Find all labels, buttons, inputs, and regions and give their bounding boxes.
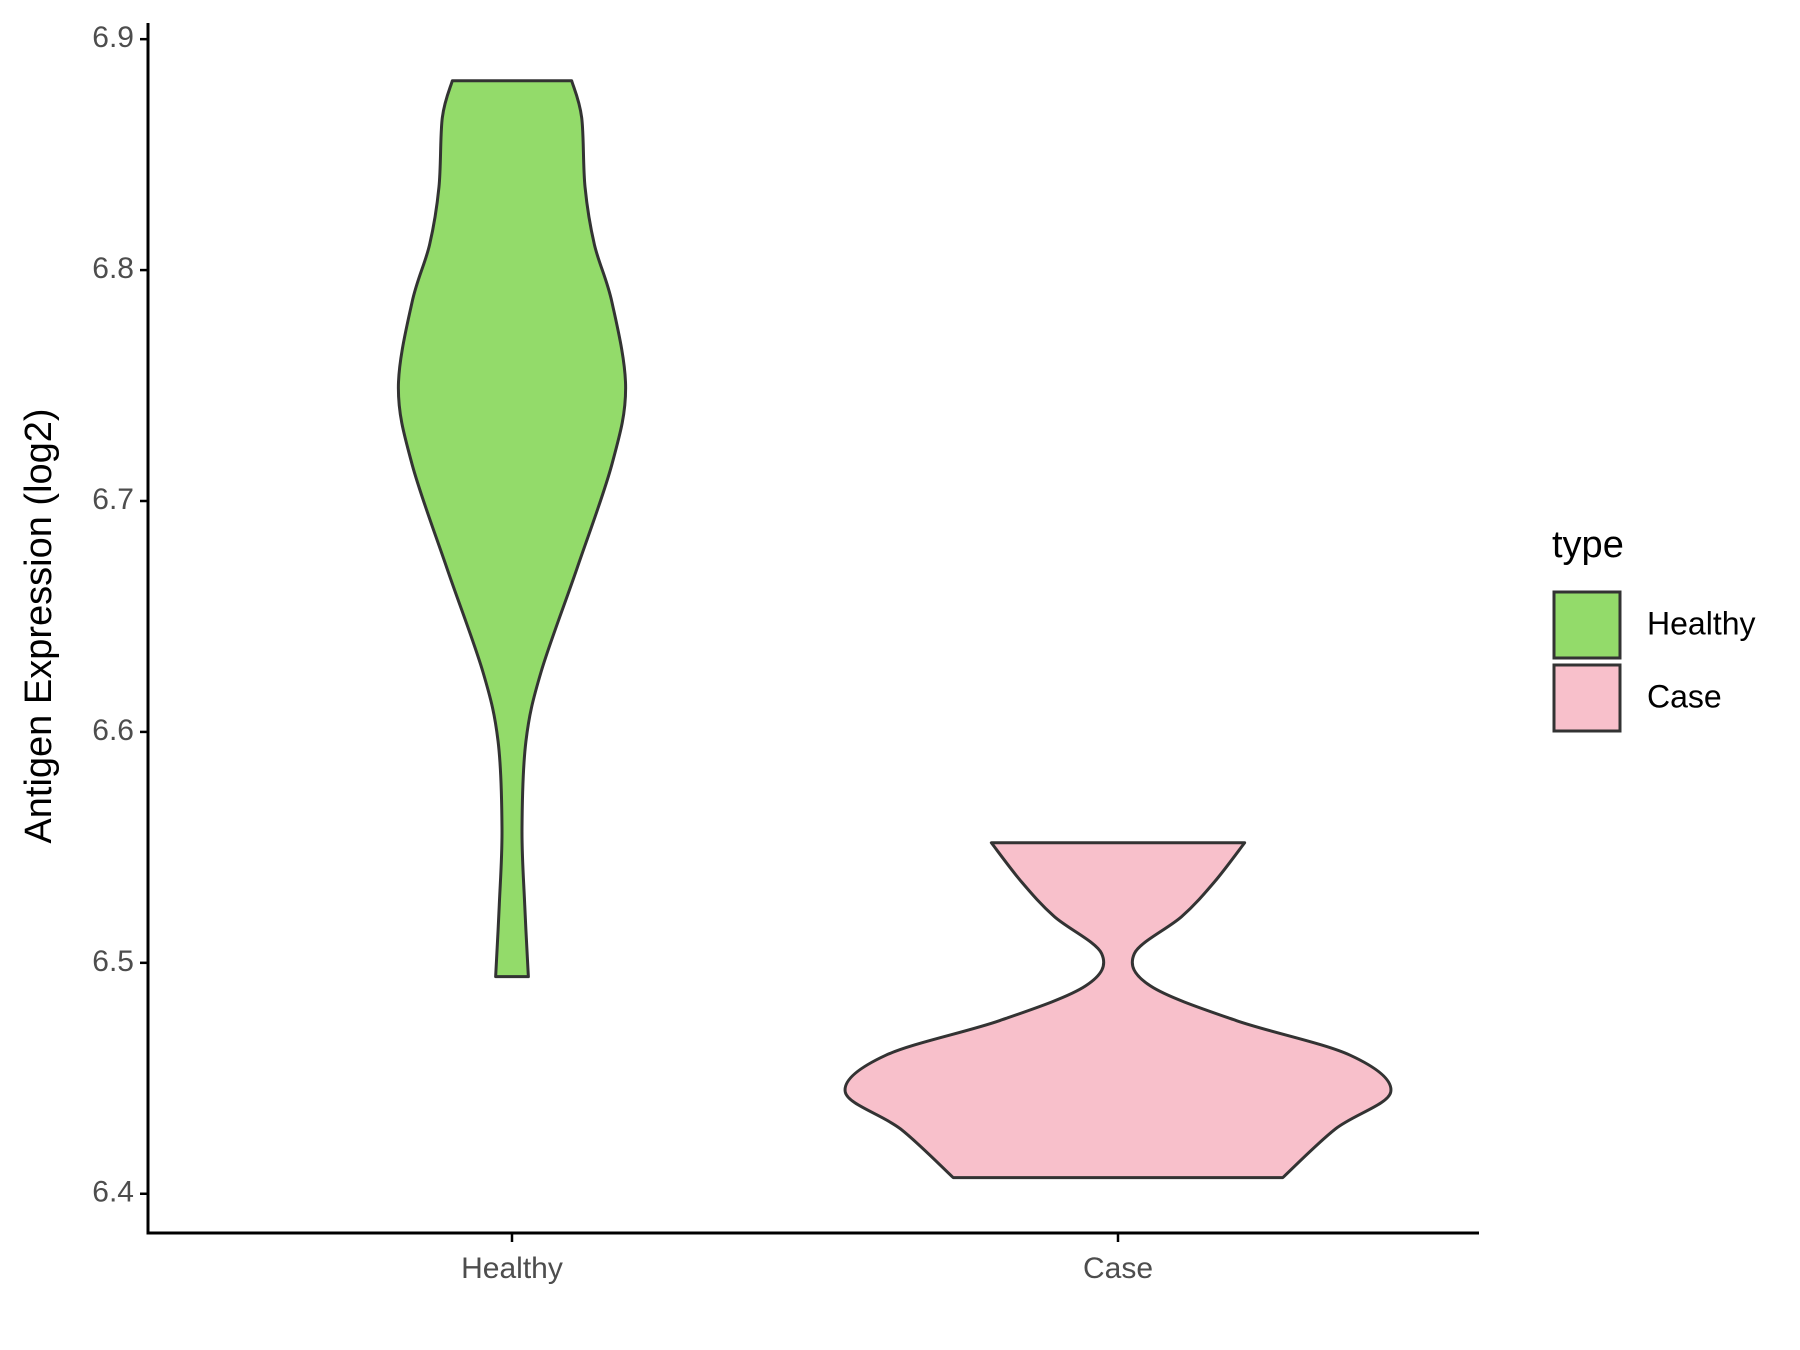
violin: [843, 841, 1393, 1180]
y-tick-label: 6.4: [92, 1176, 134, 1209]
y-tick-label: 6.5: [92, 945, 134, 978]
legend-title: type: [1552, 524, 1624, 566]
y-tick-label: 6.8: [92, 252, 134, 285]
legend-key: [1552, 663, 1622, 733]
y-tick-label: 6.7: [92, 483, 134, 516]
violin: [396, 79, 628, 979]
y-tick-label: 6.6: [92, 714, 134, 747]
y-tick-label: 6.9: [92, 21, 134, 54]
legend-label: Case: [1647, 678, 1722, 714]
x-tick-label: Healthy: [461, 1252, 563, 1285]
legend-label: Healthy: [1647, 605, 1756, 641]
x-tick-label: Case: [1083, 1252, 1153, 1285]
y-axis-title: Antigen Expression (log2): [18, 408, 60, 843]
legend-key: [1552, 590, 1622, 660]
